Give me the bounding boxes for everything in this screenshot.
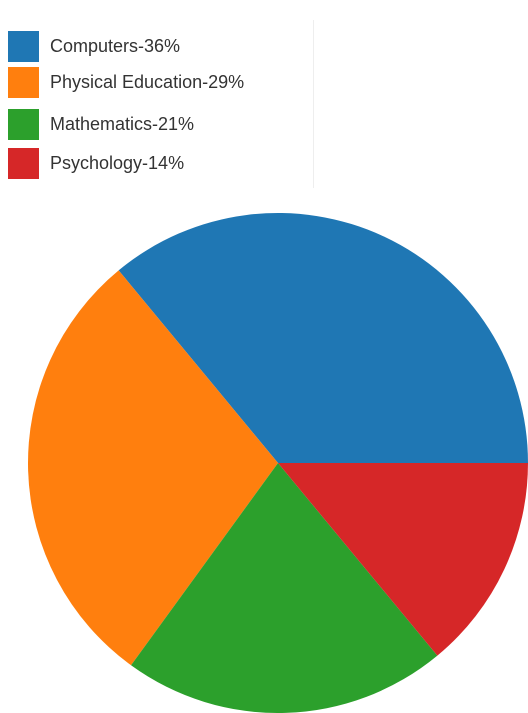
legend-swatch-mathematics <box>8 108 39 140</box>
pie-slices <box>27 213 528 713</box>
legend-item-physical-education: Physical Education-29% <box>8 66 244 98</box>
legend-label-psychology: Psychology-14% <box>50 152 185 173</box>
legend-item-computers: Computers-36% <box>8 30 180 62</box>
legend-item-mathematics: Mathematics-21% <box>8 108 194 140</box>
legend-swatch-computers <box>8 30 39 62</box>
legend-label-mathematics: Mathematics-21% <box>50 113 195 134</box>
legend-swatch-psychology <box>8 147 39 179</box>
pie-slice-computers <box>118 213 528 463</box>
legend-label-computers: Computers-36% <box>50 35 181 56</box>
legend-item-psychology: Psychology-14% <box>8 147 184 179</box>
pie-slice-psychology <box>278 463 528 656</box>
legend-label-physical-education: Physical Education-29% <box>50 71 245 92</box>
legend-swatch-physical-education <box>8 66 39 98</box>
pie-slice-mathematics <box>131 463 438 713</box>
legend: Computers-36% Physical Education-29% Mat… <box>0 20 314 188</box>
pie-slice-physical-education <box>27 270 278 666</box>
